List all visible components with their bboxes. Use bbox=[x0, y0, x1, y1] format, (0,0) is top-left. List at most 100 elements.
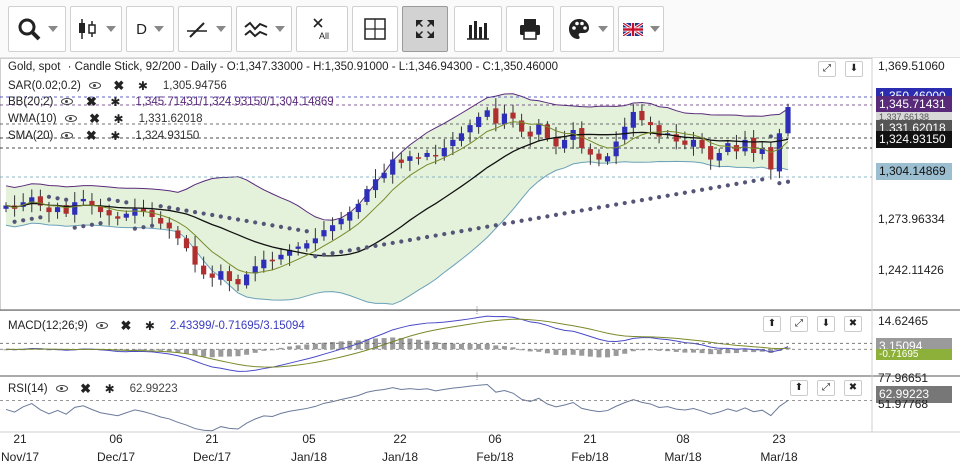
sar-dot bbox=[760, 177, 765, 182]
gear-icon[interactable]: ✱ bbox=[110, 128, 121, 143]
macd-histogram-bar bbox=[596, 349, 602, 358]
price-axis-label: 1,273.96334 bbox=[878, 212, 945, 226]
candle bbox=[630, 111, 636, 128]
gear-icon[interactable]: ✱ bbox=[137, 78, 148, 93]
color-theme-button[interactable] bbox=[560, 6, 614, 52]
eye-icon[interactable] bbox=[92, 319, 112, 333]
close-icon[interactable]: ✖ bbox=[80, 380, 92, 396]
language-button[interactable] bbox=[618, 6, 664, 52]
sar-dot bbox=[485, 224, 490, 229]
gear-icon[interactable]: ✱ bbox=[113, 111, 124, 126]
close-icon[interactable]: ✖ bbox=[85, 127, 97, 143]
eye-icon[interactable] bbox=[85, 79, 105, 93]
sar-dot bbox=[235, 217, 241, 222]
sar-dot bbox=[553, 212, 559, 217]
maximize-panel-button[interactable]: ⤢ bbox=[817, 380, 835, 396]
candle bbox=[484, 110, 490, 117]
arrow-up-icon: ⬆ bbox=[767, 318, 777, 329]
macd-histogram-bar bbox=[226, 349, 232, 357]
sar-dot bbox=[330, 251, 335, 256]
sar-dot bbox=[777, 181, 782, 186]
chart-area[interactable]: ⁞ ⁞ Gold, spot · Candle Stick, 92/200 - D… bbox=[0, 58, 960, 467]
close-icon[interactable]: ✖ bbox=[113, 77, 125, 93]
legend-bb-value: 1,345.71431/1,324.93150/1,304.14869 bbox=[135, 95, 334, 108]
date-axis-day: 21 bbox=[583, 432, 597, 446]
move-up-button[interactable]: ⬆ bbox=[790, 380, 808, 396]
move-up-button[interactable]: ⬆ bbox=[763, 316, 781, 332]
macd-signal-line bbox=[5, 318, 789, 368]
macd-histogram-bar bbox=[467, 343, 473, 350]
macd-histogram-bar bbox=[673, 349, 679, 352]
candle bbox=[639, 110, 645, 121]
candle bbox=[759, 148, 765, 154]
date-axis-day: 05 bbox=[302, 432, 316, 446]
close-panel-button[interactable]: ✖ bbox=[844, 380, 862, 396]
macd-axis-label: 14.62465 bbox=[878, 314, 929, 328]
legend-bb-label: BB(20;2) bbox=[8, 95, 54, 108]
sar-dot bbox=[751, 178, 756, 183]
gear-icon[interactable]: ✱ bbox=[104, 381, 115, 396]
eye-icon[interactable] bbox=[52, 382, 72, 396]
sar-dot bbox=[579, 208, 584, 213]
maximize-panel-button[interactable]: ⤢ bbox=[818, 61, 836, 77]
eye-icon[interactable] bbox=[57, 95, 77, 109]
legend-rsi: RSI(14) ✖ ✱ 62.99223 bbox=[8, 381, 178, 396]
gear-icon[interactable]: ✱ bbox=[110, 94, 121, 109]
crosshair-button[interactable] bbox=[352, 6, 398, 52]
candle bbox=[536, 123, 542, 135]
candle bbox=[579, 128, 585, 149]
drawing-tools-button[interactable] bbox=[178, 6, 232, 52]
volume-bars-icon bbox=[467, 21, 489, 40]
chart-type-button[interactable] bbox=[70, 6, 122, 52]
date-axis-day: 08 bbox=[676, 432, 690, 446]
macd-tag-text: -0.71695 bbox=[879, 349, 919, 360]
candle bbox=[673, 134, 679, 142]
candle bbox=[751, 137, 757, 153]
close-icon[interactable]: ✖ bbox=[89, 110, 101, 126]
sar-dot bbox=[622, 200, 627, 206]
close-panel-button[interactable]: ✖ bbox=[844, 316, 862, 332]
sar-dot bbox=[175, 207, 180, 212]
zoom-button[interactable] bbox=[8, 6, 66, 52]
close-icon[interactable]: ✖ bbox=[85, 93, 97, 109]
sar-dot bbox=[115, 198, 120, 204]
print-button[interactable] bbox=[506, 6, 554, 52]
wma-line bbox=[5, 121, 789, 274]
rsi-axis-label: 77.96651 bbox=[878, 371, 929, 385]
price-axis-label: 1,242.11426 bbox=[878, 263, 944, 277]
delete-all-button[interactable]: All bbox=[296, 6, 348, 52]
sar-dot bbox=[227, 215, 232, 221]
candle bbox=[183, 238, 190, 249]
gear-icon[interactable]: ✱ bbox=[144, 318, 155, 333]
candle bbox=[329, 225, 336, 232]
indicators-button[interactable] bbox=[236, 6, 292, 52]
eye-icon[interactable] bbox=[61, 112, 81, 126]
candle bbox=[415, 157, 422, 159]
sar-dot bbox=[510, 220, 516, 225]
legend-sma: SMA(20) ✖ ✱ 1,324.93150 bbox=[8, 128, 199, 143]
candle bbox=[742, 139, 748, 152]
maximize-panel-button[interactable]: ⤢ bbox=[790, 316, 808, 332]
candle bbox=[63, 205, 69, 214]
move-down-button[interactable]: ⬇ bbox=[845, 61, 863, 77]
close-icon[interactable]: ✖ bbox=[120, 317, 132, 333]
expand-icon: ⤢ bbox=[822, 382, 830, 393]
macd-histogram-bar bbox=[149, 349, 155, 351]
arrow-down-icon: ⬇ bbox=[849, 63, 859, 74]
volume-button[interactable] bbox=[454, 6, 502, 52]
eye-icon[interactable] bbox=[57, 129, 77, 143]
candle bbox=[252, 266, 258, 274]
macd-histogram-bar bbox=[140, 349, 146, 351]
macd-histogram-bar bbox=[605, 349, 611, 358]
candle bbox=[716, 152, 722, 161]
timeframe-button[interactable]: D bbox=[126, 6, 174, 52]
candle bbox=[72, 202, 78, 215]
chart-canvas[interactable]: ⁞⁞ bbox=[0, 58, 960, 467]
sar-dot bbox=[287, 226, 292, 231]
sar-dot bbox=[46, 194, 52, 199]
move-down-button[interactable]: ⬇ bbox=[817, 316, 835, 332]
fullscreen-button[interactable] bbox=[402, 6, 448, 52]
candle bbox=[553, 137, 559, 147]
macd-histogram-bar bbox=[312, 343, 318, 350]
candle bbox=[398, 159, 404, 163]
